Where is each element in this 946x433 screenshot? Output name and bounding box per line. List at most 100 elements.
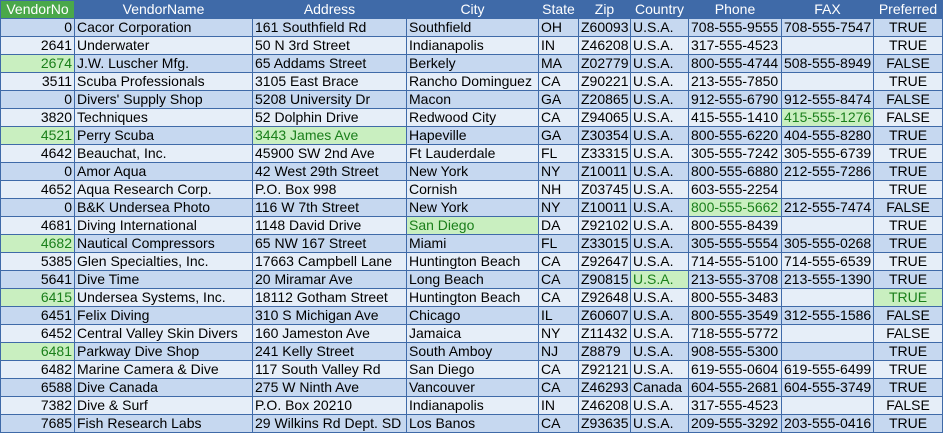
cell-zip[interactable]: Z10011 [578, 198, 631, 217]
cell-phone[interactable]: 912-555-6790 [688, 90, 782, 109]
cell-city[interactable]: Cornish [406, 180, 539, 199]
cell-zip[interactable]: Z92648 [578, 288, 631, 307]
cell-phone[interactable]: 317-555-4523 [688, 396, 782, 415]
column-header-vendorno[interactable]: VendorNo [0, 0, 75, 19]
cell-vendorno[interactable]: 6482 [0, 360, 75, 379]
cell-fax[interactable]: 312-555-1586 [781, 306, 874, 325]
cell-address[interactable]: 18112 Gotham Street [252, 288, 407, 307]
cell-country[interactable]: U.S.A. [630, 324, 689, 343]
cell-address[interactable]: 117 South Valley Rd [252, 360, 407, 379]
cell-fax[interactable] [781, 72, 874, 91]
cell-zip[interactable]: Z93635 [578, 414, 631, 433]
cell-state[interactable]: OH [538, 18, 579, 37]
cell-name[interactable]: J.W. Luscher Mfg. [74, 54, 253, 73]
cell-phone[interactable]: 800-555-3549 [688, 306, 782, 325]
cell-phone[interactable]: 714-555-5100 [688, 252, 782, 271]
cell-city[interactable]: Southfield [406, 18, 539, 37]
cell-address[interactable]: 275 W Ninth Ave [252, 378, 407, 397]
cell-preferred[interactable]: TRUE [873, 144, 943, 163]
cell-vendorno[interactable]: 4521 [0, 126, 75, 145]
cell-phone[interactable]: 718-555-5772 [688, 324, 782, 343]
cell-fax[interactable]: 415-555-1276 [781, 108, 874, 127]
cell-state[interactable]: CA [538, 72, 579, 91]
cell-city[interactable]: Huntington Beach [406, 288, 539, 307]
cell-vendorno[interactable]: 2641 [0, 36, 75, 55]
cell-phone[interactable]: 213-555-3708 [688, 270, 782, 289]
cell-vendorno[interactable]: 4652 [0, 180, 75, 199]
table-row[interactable]: 0 Amor Aqua 42 West 29th Street New York NY Z… [0, 162, 943, 181]
cell-state[interactable]: DA [538, 216, 579, 235]
cell-state[interactable]: NY [538, 162, 579, 181]
cell-state[interactable]: IL [538, 306, 579, 325]
cell-country[interactable]: U.S.A. [630, 108, 689, 127]
cell-city[interactable]: Indianapolis [406, 396, 539, 415]
column-header-phone[interactable]: Phone [688, 0, 782, 19]
cell-zip[interactable]: Z02779 [578, 54, 631, 73]
column-header-preferred[interactable]: Preferred [873, 0, 943, 19]
cell-country[interactable]: Canada [630, 378, 689, 397]
cell-state[interactable]: CA [538, 252, 579, 271]
cell-name[interactable]: Parkway Dive Shop [74, 342, 253, 361]
cell-state[interactable]: CA [538, 360, 579, 379]
cell-phone[interactable]: 213-555-7850 [688, 72, 782, 91]
cell-fax[interactable]: 305-555-0268 [781, 234, 874, 253]
cell-name[interactable]: Underwater [74, 36, 253, 55]
column-header-country[interactable]: Country [630, 0, 689, 19]
cell-preferred[interactable]: TRUE [873, 126, 943, 145]
cell-address[interactable]: 52 Dolphin Drive [252, 108, 407, 127]
cell-vendorno[interactable]: 3511 [0, 72, 75, 91]
cell-state[interactable]: NY [538, 324, 579, 343]
cell-name[interactable]: Dive & Surf [74, 396, 253, 415]
column-header-fax[interactable]: FAX [781, 0, 874, 19]
cell-name[interactable]: Techniques [74, 108, 253, 127]
cell-preferred[interactable]: TRUE [873, 360, 943, 379]
cell-preferred[interactable]: FALSE [873, 198, 943, 217]
cell-name[interactable]: Perry Scuba [74, 126, 253, 145]
cell-address[interactable]: P.O. Box 20210 [252, 396, 407, 415]
cell-fax[interactable] [781, 342, 874, 361]
cell-city[interactable]: Berkely [406, 54, 539, 73]
cell-address[interactable]: 3443 James Ave [252, 126, 407, 145]
cell-zip[interactable]: Z46208 [578, 396, 631, 415]
cell-address[interactable]: 1148 David Drive [252, 216, 407, 235]
cell-country[interactable]: U.S.A. [630, 252, 689, 271]
cell-preferred[interactable]: TRUE [873, 216, 943, 235]
cell-name[interactable]: Felix Diving [74, 306, 253, 325]
cell-name[interactable]: Undersea Systems, Inc. [74, 288, 253, 307]
table-row[interactable]: 4521 Perry Scuba 3443 James Ave Hapeville GA… [0, 126, 943, 145]
cell-zip[interactable]: Z20865 [578, 90, 631, 109]
cell-zip[interactable]: Z46208 [578, 36, 631, 55]
cell-country[interactable]: U.S.A. [630, 360, 689, 379]
cell-vendorno[interactable]: 5385 [0, 252, 75, 271]
cell-phone[interactable]: 603-555-2254 [688, 180, 782, 199]
cell-name[interactable]: Fish Research Labs [74, 414, 253, 433]
cell-country[interactable]: U.S.A. [630, 234, 689, 253]
cell-city[interactable]: Rancho Dominguez [406, 72, 539, 91]
cell-address[interactable]: 65 Addams Street [252, 54, 407, 73]
cell-country[interactable]: U.S.A. [630, 342, 689, 361]
cell-fax[interactable] [781, 396, 874, 415]
cell-state[interactable]: CA [538, 270, 579, 289]
cell-preferred[interactable]: TRUE [873, 342, 943, 361]
cell-country[interactable]: U.S.A. [630, 270, 689, 289]
cell-fax[interactable]: 203-555-0416 [781, 414, 874, 433]
cell-city[interactable]: San Diego [406, 360, 539, 379]
cell-country[interactable]: U.S.A. [630, 162, 689, 181]
cell-city[interactable]: Los Banos [406, 414, 539, 433]
cell-city[interactable]: Miami [406, 234, 539, 253]
table-row[interactable]: 5385 Glen Specialties, Inc. 17663 Campbell… [0, 252, 943, 271]
cell-preferred[interactable]: TRUE [873, 414, 943, 433]
cell-city[interactable]: Ft Lauderdale [406, 144, 539, 163]
cell-phone[interactable]: 305-555-5554 [688, 234, 782, 253]
cell-state[interactable]: IN [538, 36, 579, 55]
cell-state[interactable]: IN [538, 396, 579, 415]
table-row[interactable]: 4681 Diving International 1148 David Drive… [0, 216, 943, 235]
cell-state[interactable]: FL [538, 234, 579, 253]
cell-name[interactable]: Central Valley Skin Divers [74, 324, 253, 343]
cell-city[interactable]: Jamaica [406, 324, 539, 343]
cell-fax[interactable]: 213-555-1390 [781, 270, 874, 289]
cell-country[interactable]: U.S.A. [630, 198, 689, 217]
table-row[interactable]: 6451 Felix Diving 310 S Michigan Ave Chicag… [0, 306, 943, 325]
cell-country[interactable]: U.S.A. [630, 216, 689, 235]
